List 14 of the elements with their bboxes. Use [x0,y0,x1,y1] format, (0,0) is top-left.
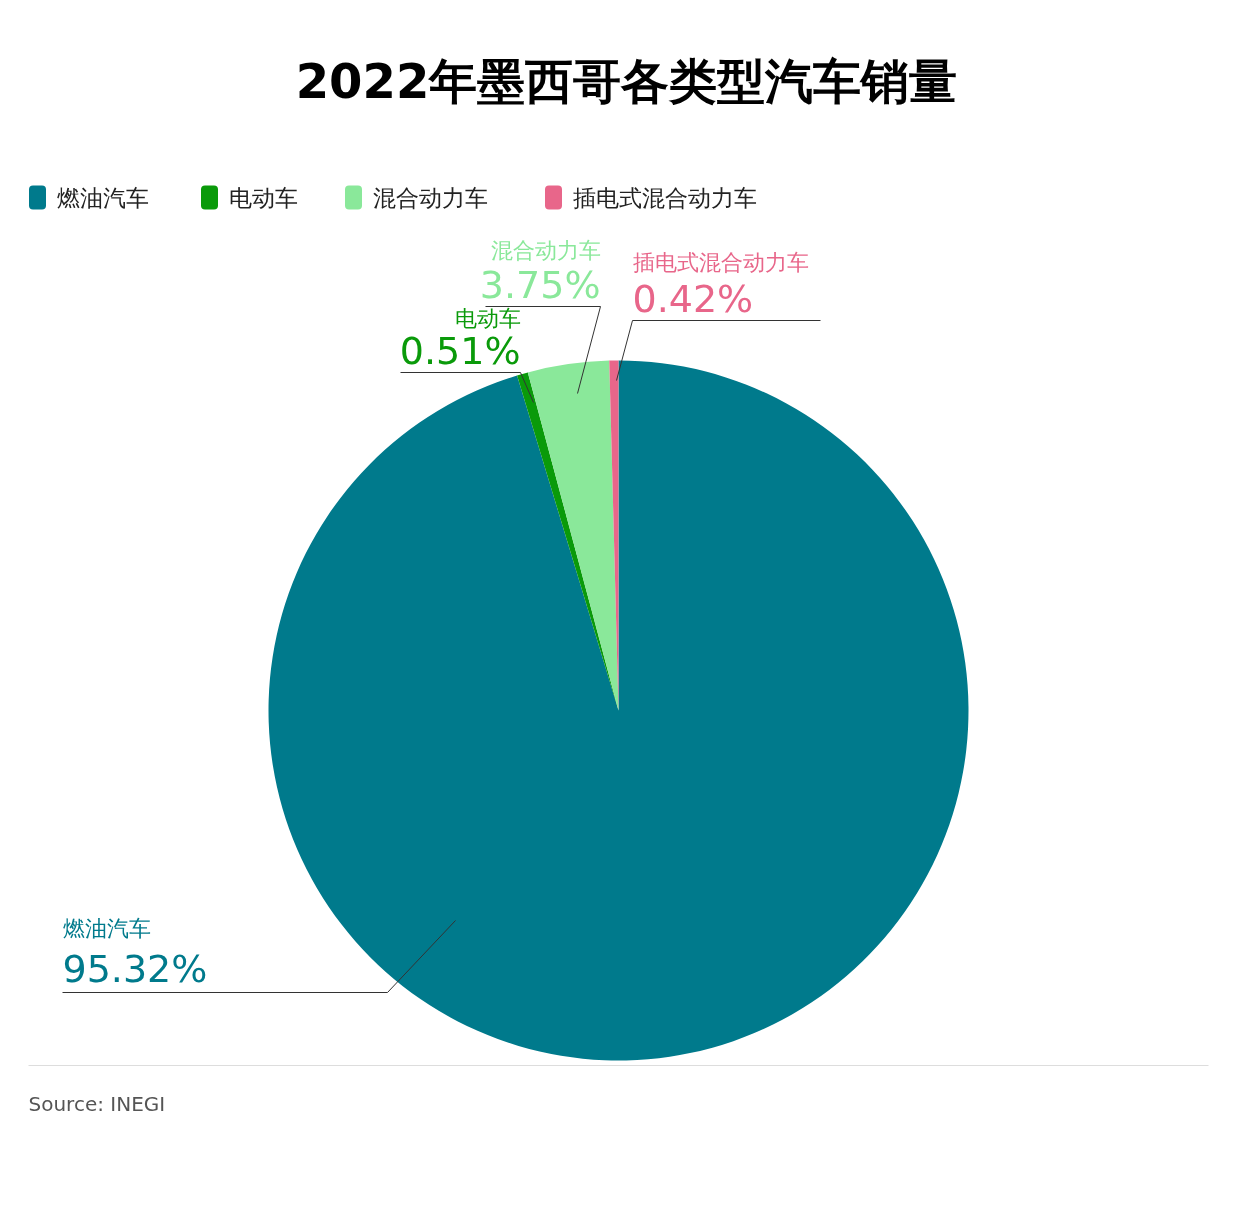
data-label: 95.32% [62,946,208,991]
legend-label: 燃油汽车 [56,184,149,211]
chart-title: 2022年墨西哥各类型汽车销量 [295,52,958,109]
legend-label: 电动车 [228,184,298,211]
slice-label: 混合动力车 [490,238,601,263]
data-label: 3.75% [479,262,601,307]
legend-label: 混合动力车 [372,184,488,211]
legend-label: 插电式混合动力车 [572,184,757,211]
data-label: 0.42% [632,276,754,321]
data-label: 0.51% [399,328,521,373]
source-note: Source: INEGI [28,1091,166,1116]
slice-label: 插电式混合动力车 [632,250,809,275]
slice-label: 燃油汽车 [62,916,151,941]
slice-label: 电动车 [454,306,521,331]
